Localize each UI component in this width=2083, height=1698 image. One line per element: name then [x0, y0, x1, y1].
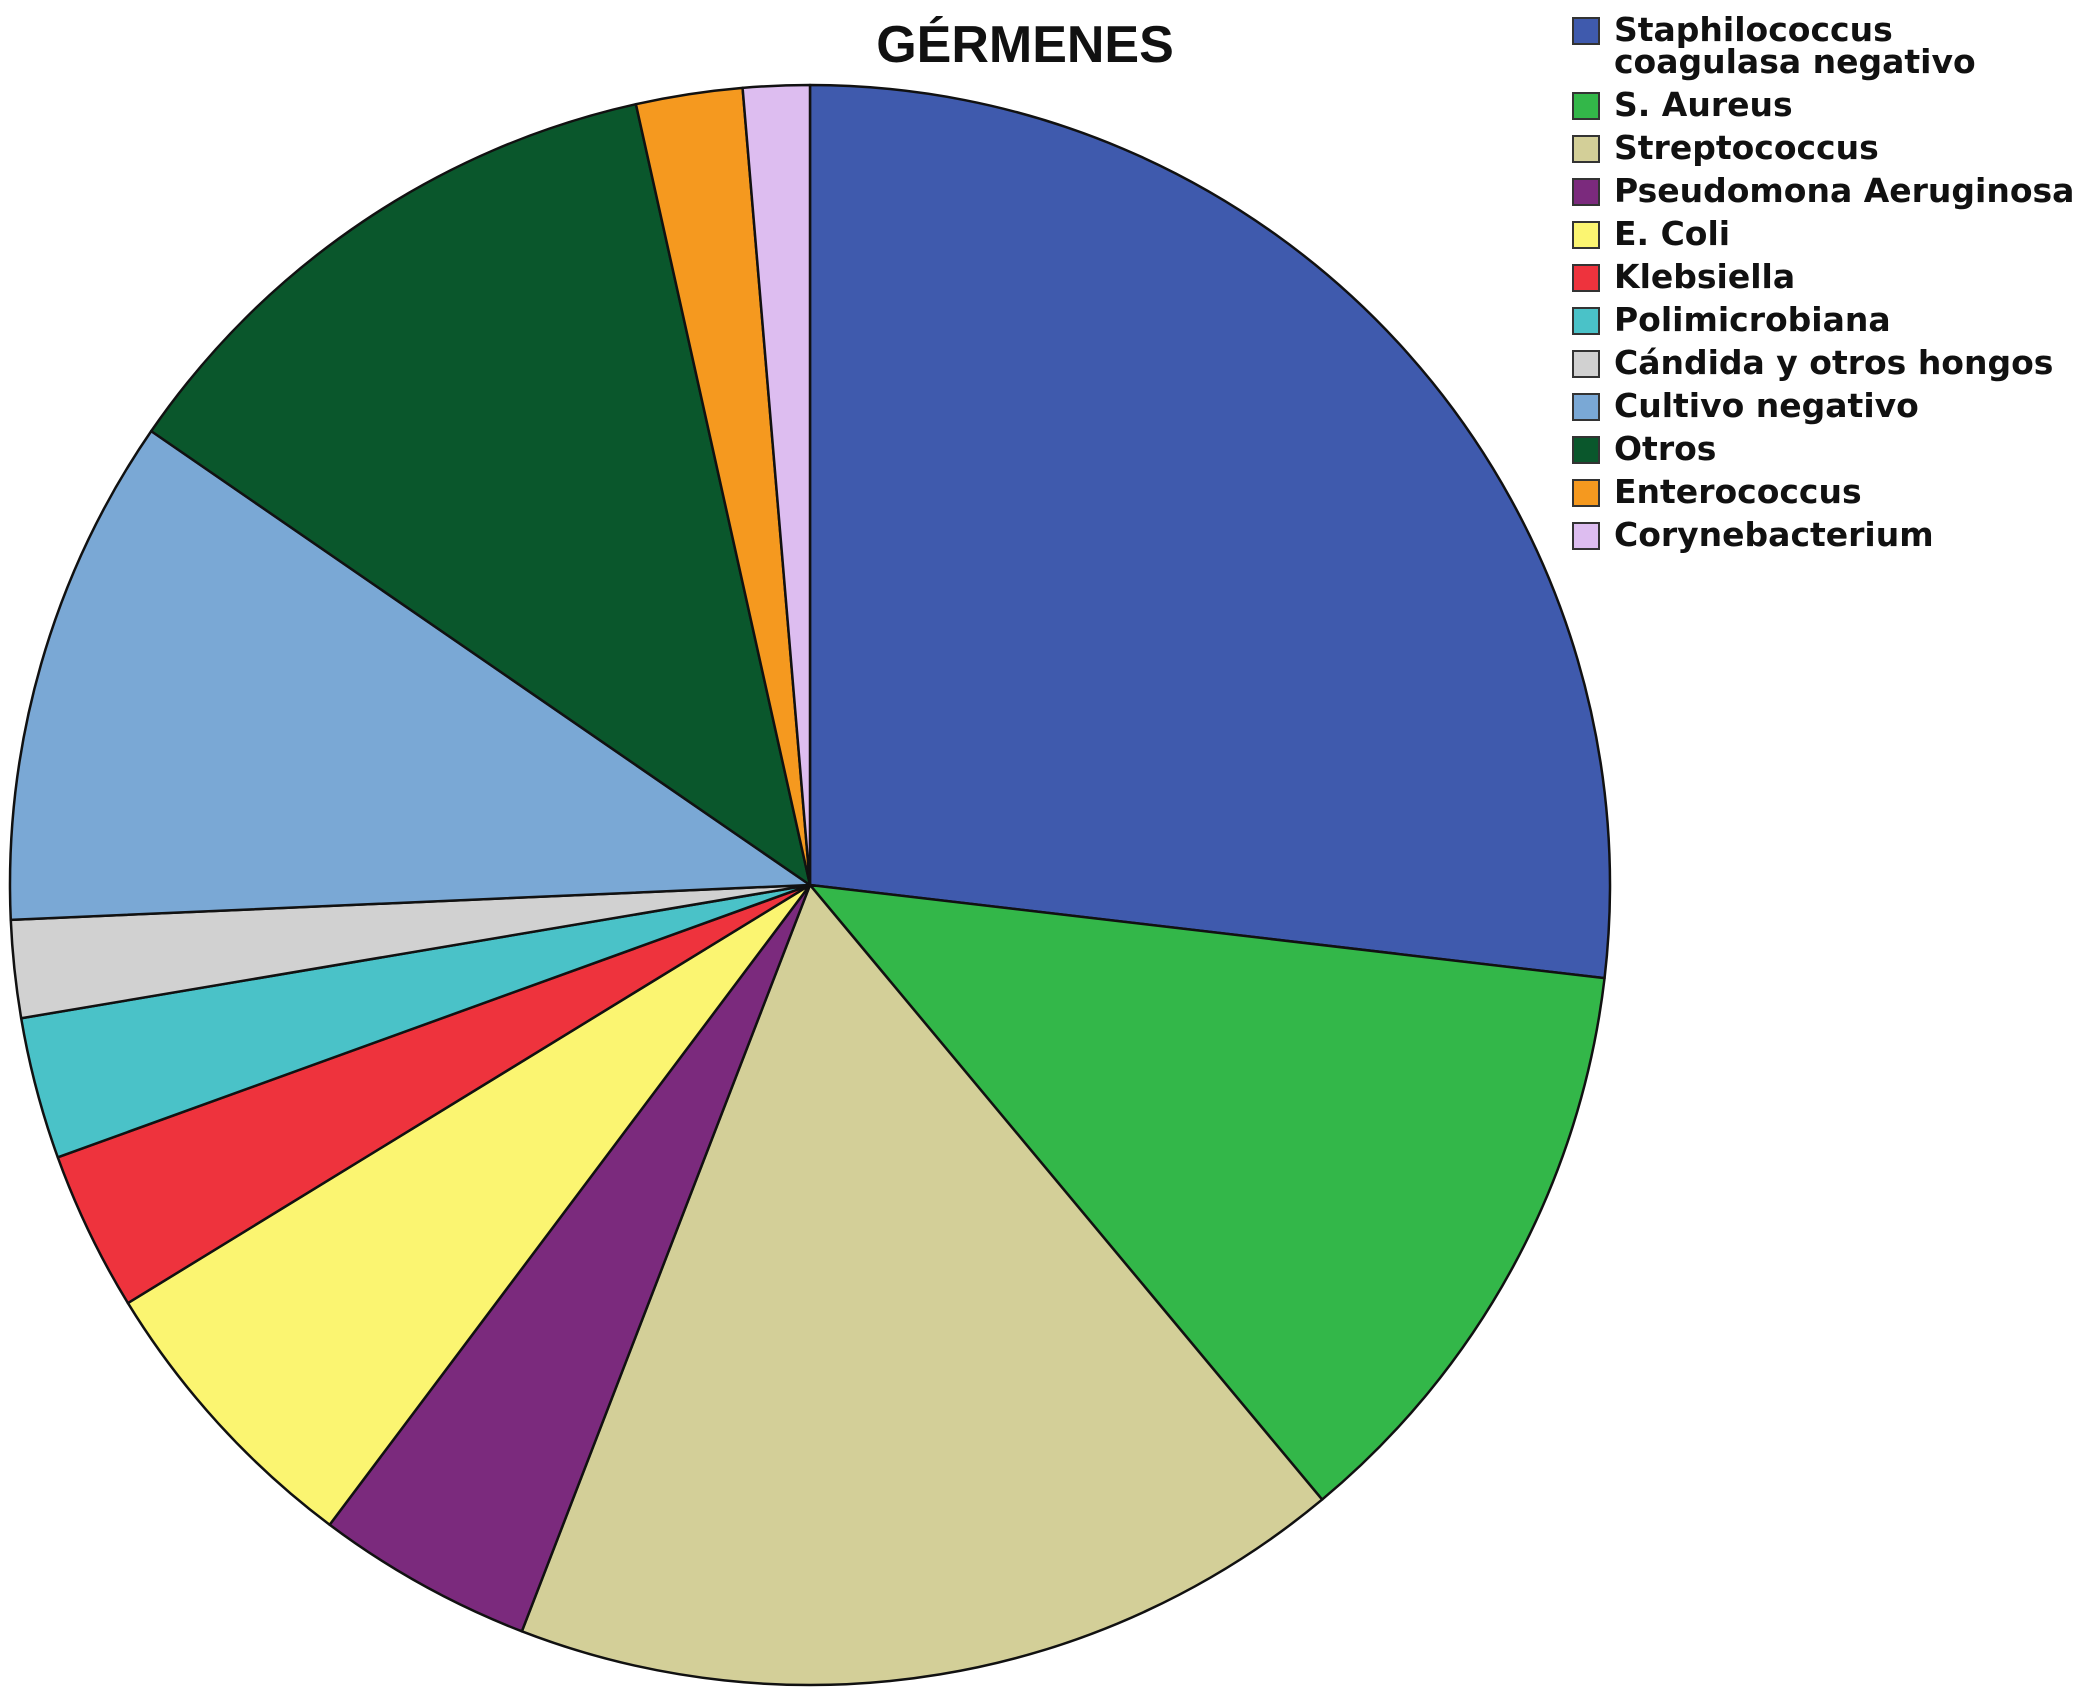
legend-swatch — [1572, 522, 1600, 550]
legend-swatch — [1572, 479, 1600, 507]
pie-slice-2 — [520, 883, 1324, 1687]
pie-slice-0 — [808, 83, 1612, 980]
legend-label: Streptococcus — [1614, 128, 1879, 167]
chart-legend: Staphilococcus coagulasa negativo S. Aure… — [1572, 10, 2080, 562]
legend-label: E. Coli — [1614, 214, 1731, 253]
pie-slice-3 — [328, 883, 812, 1633]
legend-swatch — [1572, 221, 1600, 249]
pie-slice-11 — [741, 83, 812, 887]
legend-item: Corynebacterium — [1572, 515, 2080, 554]
legend-label: Staphilococcus coagulasa negativo — [1614, 10, 1976, 81]
legend-swatch — [1572, 307, 1600, 335]
legend-item: Polimicrobiana — [1572, 300, 2080, 339]
legend-item: Enterococcus — [1572, 472, 2080, 511]
pie-slice-9 — [149, 102, 812, 887]
legend-swatch — [1572, 436, 1600, 464]
legend-label: Corynebacterium — [1614, 515, 1934, 554]
legend-swatch — [1572, 92, 1600, 120]
legend-item: Otros — [1572, 429, 2080, 468]
legend-swatch — [1572, 393, 1600, 421]
legend-swatch — [1572, 264, 1600, 292]
legend-swatch — [1572, 178, 1600, 206]
legend-label: Cultivo negativo — [1614, 386, 1919, 425]
legend-item: Pseudomona Aeruginosa — [1572, 171, 2080, 210]
legend-item: Cultivo negativo — [1572, 386, 2080, 425]
legend-swatch — [1572, 17, 1600, 45]
legend-label: Klebsiella — [1614, 257, 1796, 296]
legend-label: Cándida y otros hongos — [1614, 343, 2054, 382]
pie-slice-4 — [126, 883, 812, 1526]
legend-label: Otros — [1614, 429, 1717, 468]
legend-swatch — [1572, 135, 1600, 163]
pie-slice-8 — [8, 429, 812, 922]
legend-item: Streptococcus — [1572, 128, 2080, 167]
legend-label: S. Aureus — [1614, 85, 1793, 124]
legend-label: Polimicrobiana — [1614, 300, 1891, 339]
legend-item: S. Aureus — [1572, 85, 2080, 124]
legend-item: Staphilococcus coagulasa negativo — [1572, 10, 2080, 81]
legend-label: Enterococcus — [1614, 472, 1862, 511]
chart-title: GÉRMENES — [876, 16, 1174, 74]
legend-item: Cándida y otros hongos — [1572, 343, 2080, 382]
legend-item: Klebsiella — [1572, 257, 2080, 296]
legend-swatch — [1572, 350, 1600, 378]
legend-item: E. Coli — [1572, 214, 2080, 253]
pie-slice-1 — [808, 883, 1606, 1501]
legend-label: Pseudomona Aeruginosa — [1614, 171, 2075, 210]
